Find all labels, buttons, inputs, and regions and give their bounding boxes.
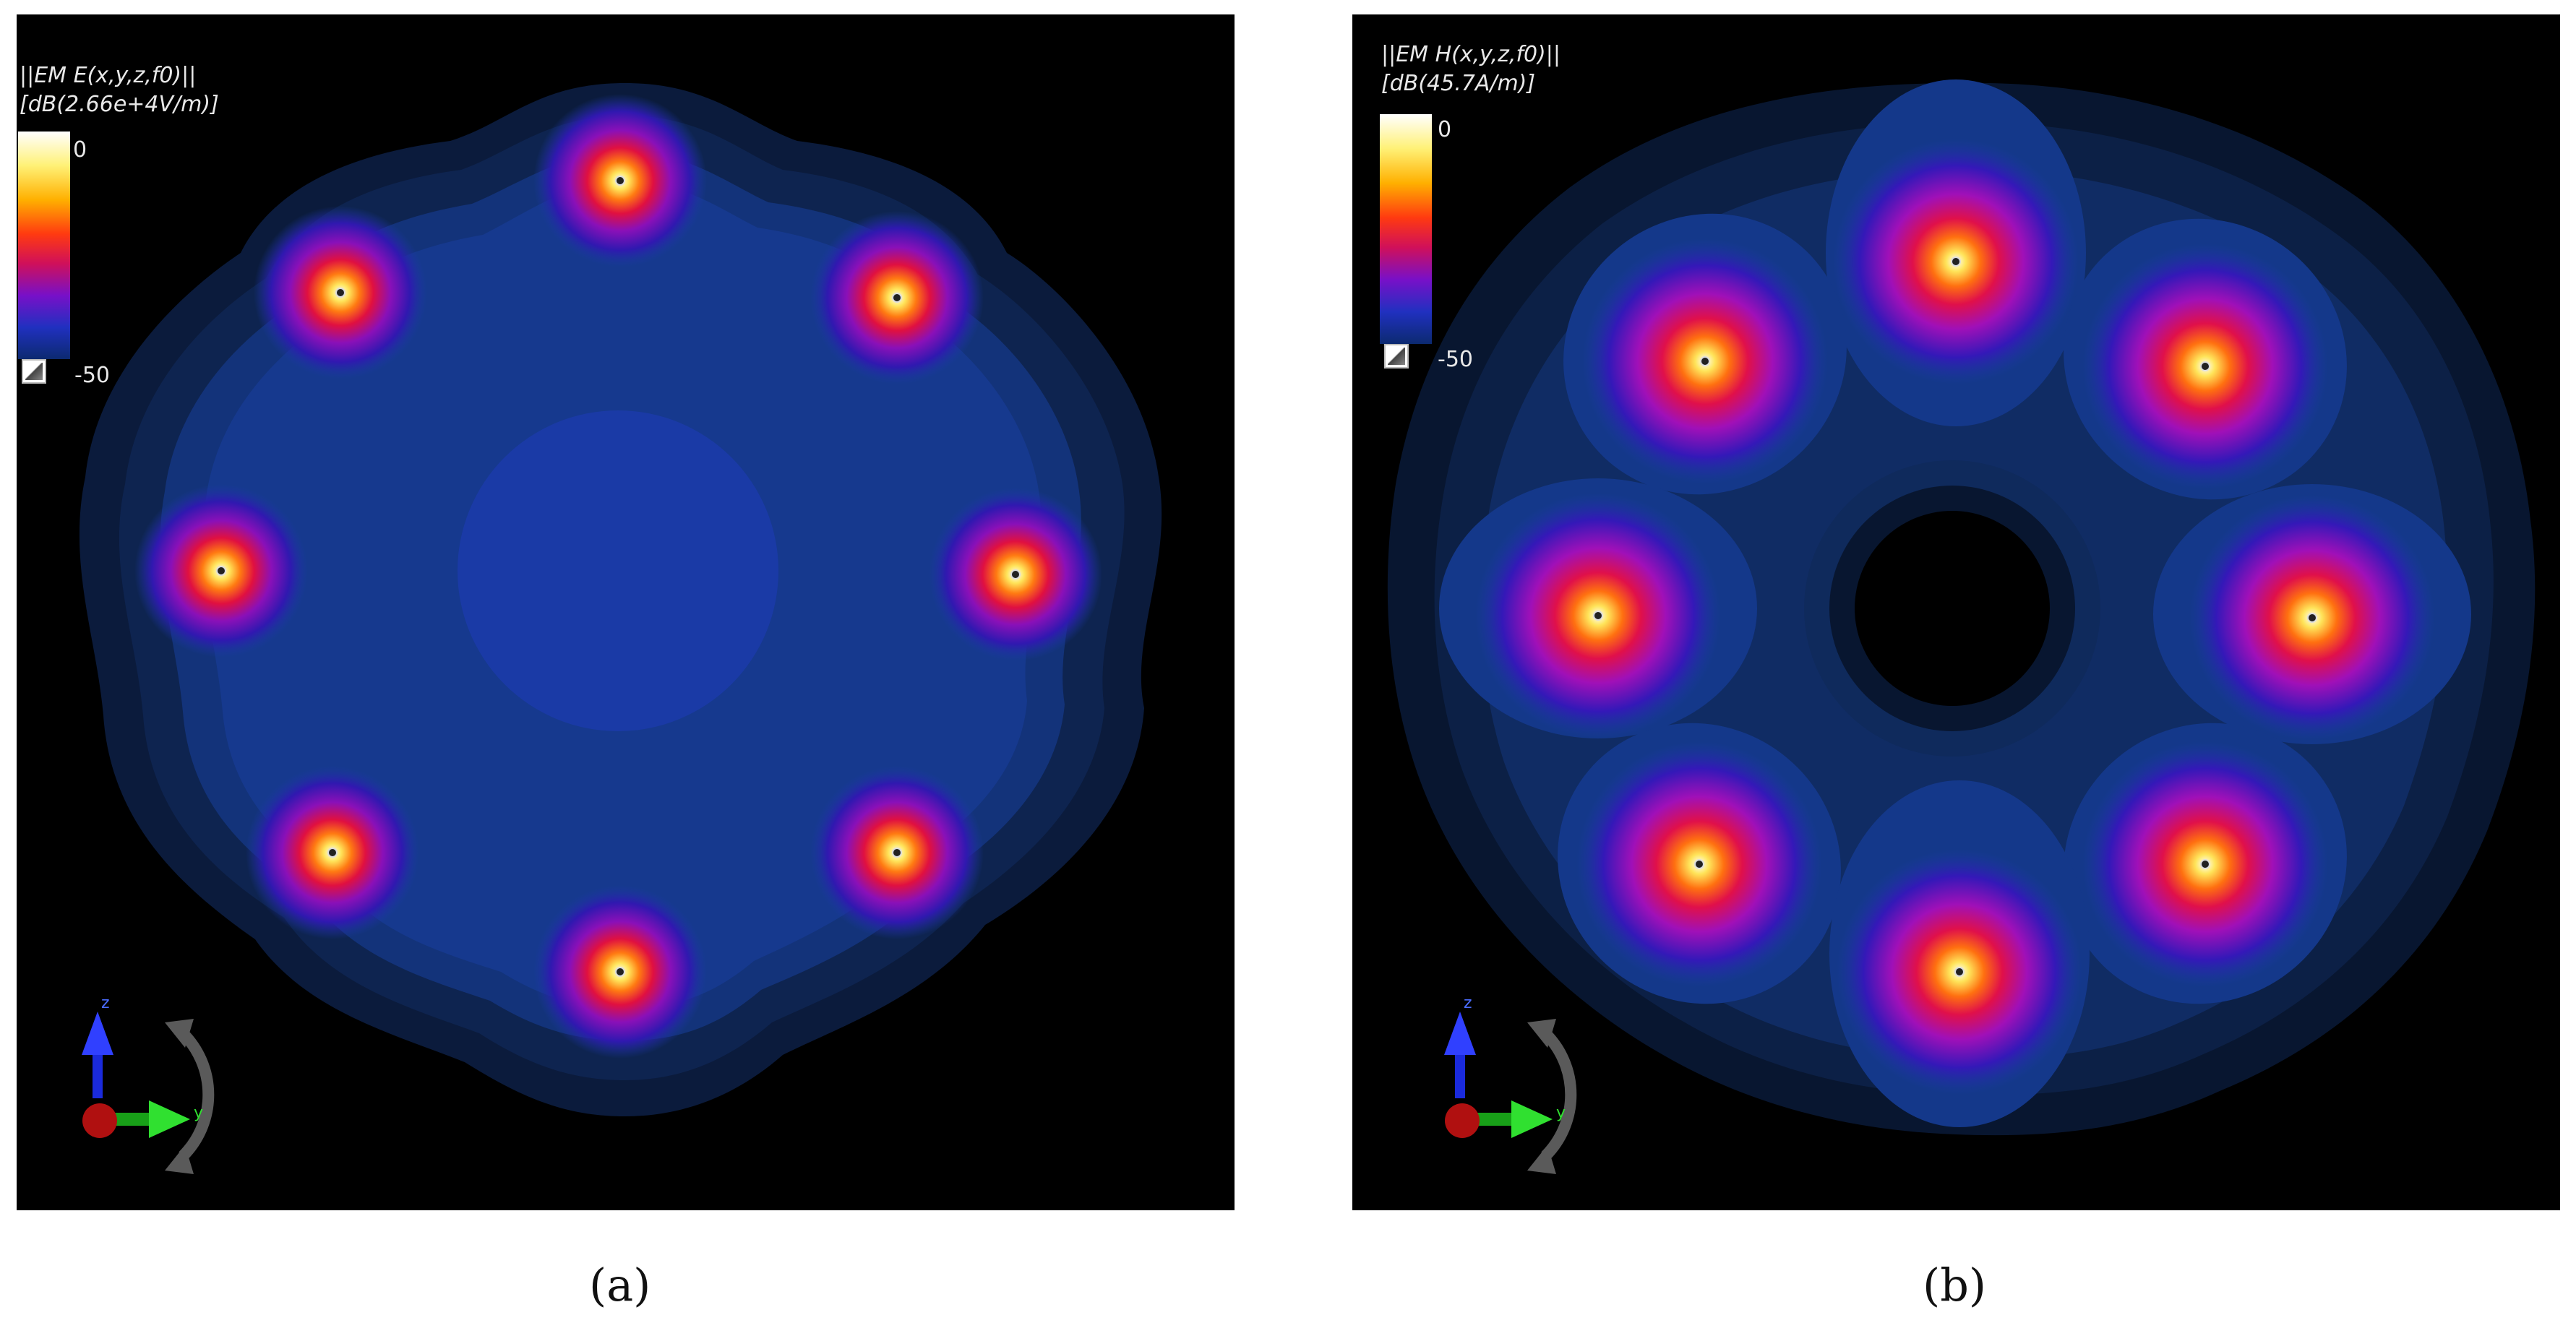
- axis-z-label: z: [1464, 994, 1472, 1012]
- source-point: [1010, 569, 1021, 579]
- source-point: [2307, 613, 2317, 623]
- legend: ||EM E(x,y,z,f0)|| [dB(2.66e+4V/m)]: [20, 61, 219, 119]
- axis-z-label: z: [101, 994, 110, 1012]
- source-point: [335, 288, 345, 298]
- source-point: [2200, 859, 2210, 869]
- source-point: [892, 293, 902, 303]
- source-point: [2200, 361, 2210, 371]
- source-point: [1700, 356, 1710, 366]
- panel-h-field: ||EM H(x,y,z,f0)|| [dB(45.7A/m)] 0 -50 z: [1352, 14, 2560, 1210]
- source-point: [1593, 611, 1603, 621]
- source-point: [1694, 859, 1704, 869]
- legend-unit: [dB(2.66e+4V/m)]: [20, 92, 219, 117]
- colorbar: [1380, 114, 1432, 344]
- caption-b: (b): [1923, 1259, 1987, 1311]
- panel-e-field: ||EM E(x,y,z,f0)|| [dB(2.66e+4V/m)] 0 -5…: [17, 14, 1235, 1210]
- legend-title: ||EM E(x,y,z,f0)||: [20, 63, 197, 88]
- colorbar-max-label: 0: [73, 137, 87, 163]
- colorbar-min-label: -50: [74, 363, 110, 388]
- caption-a: (a): [589, 1259, 651, 1311]
- axis-triad-icon[interactable]: z y: [56, 994, 230, 1210]
- colorbar-min-label: -50: [1438, 347, 1473, 372]
- reset-view-icon[interactable]: [22, 359, 46, 384]
- source-point: [216, 566, 226, 576]
- h-field-plot: [1387, 79, 2536, 1136]
- colorbar-max-label: 0: [1438, 117, 1452, 142]
- central-region: [458, 410, 778, 731]
- source-point: [892, 848, 902, 858]
- source-point: [1954, 967, 1965, 977]
- reset-view-icon[interactable]: [1384, 344, 1409, 369]
- colorbar: [18, 132, 70, 359]
- legend-unit: [dB(45.7A/m)]: [1381, 71, 1536, 96]
- legend-title: ||EM H(x,y,z,f0)||: [1381, 42, 1560, 67]
- source-point: [615, 176, 625, 186]
- source-point: [1951, 257, 1961, 267]
- legend: ||EM H(x,y,z,f0)|| [dB(45.7A/m)]: [1381, 40, 1560, 98]
- e-field-plot: [79, 83, 1162, 1116]
- rotate-arrows-icon: [179, 1029, 215, 1160]
- axis-y-label: y: [194, 1104, 203, 1122]
- axis-triad-icon[interactable]: z y: [1419, 994, 1592, 1210]
- axis-y-label: y: [1556, 1104, 1566, 1122]
- rotate-arrows-icon: [1541, 1029, 1577, 1160]
- central-hole: [1855, 511, 2050, 706]
- source-point: [327, 848, 338, 858]
- source-point: [615, 967, 625, 977]
